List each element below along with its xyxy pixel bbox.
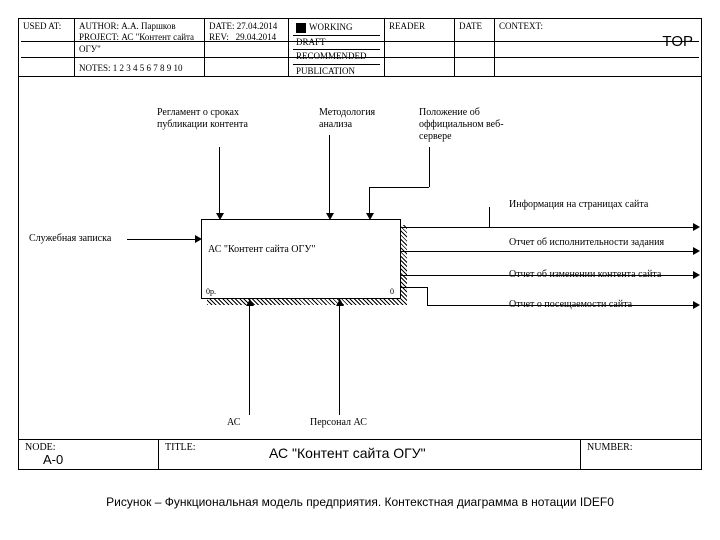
date2-label: DATE [459, 21, 482, 31]
reader-label: READER [389, 21, 425, 31]
node-value: A-0 [43, 452, 63, 467]
output-4-arrowhead [693, 301, 700, 309]
output-1-stub [489, 207, 490, 227]
control-2-label: Методология анализа [319, 107, 399, 131]
activity-box: АС "Контент сайта ОГУ" 0р. 0 [201, 219, 401, 299]
status-publication: PUBLICATION [296, 66, 355, 77]
box-op: 0р. [206, 287, 216, 296]
author-label: AUTHOR: [79, 21, 119, 31]
control-3-label: Положение об оффициальном веб-сервере [419, 107, 519, 143]
output-3-arrowhead [693, 271, 700, 279]
output-2-label: Отчет об исполнительности задания [509, 237, 664, 249]
hdr-date2-col: DATE [455, 19, 495, 76]
title-value: АС "Контент сайта ОГУ" [269, 445, 426, 461]
date-label: DATE: [209, 21, 235, 31]
output-4-arrow-v [427, 287, 428, 305]
footer-number: NUMBER: [581, 440, 701, 469]
mech-1-label: АС [224, 417, 243, 429]
page: USED AT: AUTHOR: А.А. Паршков PROJECT: А… [0, 0, 720, 540]
mech-2-label: Персонал АС [307, 417, 370, 429]
figure-caption: Рисунок – Функциональная модель предприя… [0, 495, 720, 509]
output-1-arrowhead [693, 223, 700, 231]
status-working: WORKING [309, 22, 353, 33]
footer: NODE: A-0 TITLE: АС "Контент сайта ОГУ" … [19, 439, 701, 469]
notes-label: NOTES: [79, 63, 111, 73]
used-at-label: USED AT: [23, 21, 61, 31]
box-title: АС "Контент сайта ОГУ" [208, 244, 394, 255]
author-value: А.А. Паршков [121, 21, 175, 31]
status-marker [296, 23, 306, 33]
output-4-arrow-h [427, 305, 693, 306]
context-label: CONTEXT: [499, 21, 543, 31]
control-3-arrow-v2 [369, 187, 370, 213]
hdr-author-col: AUTHOR: А.А. Паршков PROJECT: АС "Контен… [75, 19, 205, 76]
header: USED AT: AUTHOR: А.А. Паршков PROJECT: А… [19, 19, 701, 77]
input-label: Служебная записка [29, 233, 111, 245]
idef0-frame: USED AT: AUTHOR: А.А. Паршков PROJECT: А… [18, 18, 702, 470]
control-1-arrow [219, 147, 220, 213]
hdr-reader-col: READER [385, 19, 455, 76]
context-top: TOP [662, 33, 693, 52]
output-4-arrow-h2 [401, 287, 427, 288]
mech-2-arrow [339, 299, 340, 415]
hdr-used-at: USED AT: [19, 19, 75, 76]
footer-node: NODE: A-0 [19, 440, 159, 469]
notes-value: 1 2 3 4 5 6 7 8 9 10 [113, 63, 183, 73]
output-1-arrow [401, 227, 693, 228]
control-1-label: Регламент о сроках публикации контента [157, 107, 267, 131]
date-value: 27.04.2014 [237, 21, 278, 31]
box-idx: 0 [390, 287, 394, 296]
footer-title: TITLE: АС "Контент сайта ОГУ" [159, 440, 581, 469]
mech-2-arrowhead [336, 299, 344, 306]
output-1-label: Информация на страницах сайта [509, 199, 648, 211]
hdr-status-col: WORKING DRAFT RECOMMENDED PUBLICATION [289, 19, 385, 76]
mech-1-arrow [249, 299, 250, 415]
control-2-arrow [329, 135, 330, 213]
output-2-arrowhead [693, 247, 700, 255]
output-2-arrow [401, 251, 693, 252]
hdr-context-col: CONTEXT: TOP [495, 19, 701, 76]
output-3-arrow [401, 275, 693, 276]
diagram-canvas: Регламент о сроках публикации контента М… [19, 77, 701, 439]
mech-1-arrowhead [246, 299, 254, 306]
input-arrow [127, 239, 195, 240]
title-label: TITLE: [165, 442, 196, 453]
number-label: NUMBER: [587, 442, 633, 453]
status-draft: DRAFT [296, 37, 326, 48]
hdr-date-col: DATE: 27.04.2014 REV: 29.04.2014 [205, 19, 289, 76]
control-3-arrow-h [369, 187, 429, 188]
control-3-arrow-v [429, 147, 430, 187]
